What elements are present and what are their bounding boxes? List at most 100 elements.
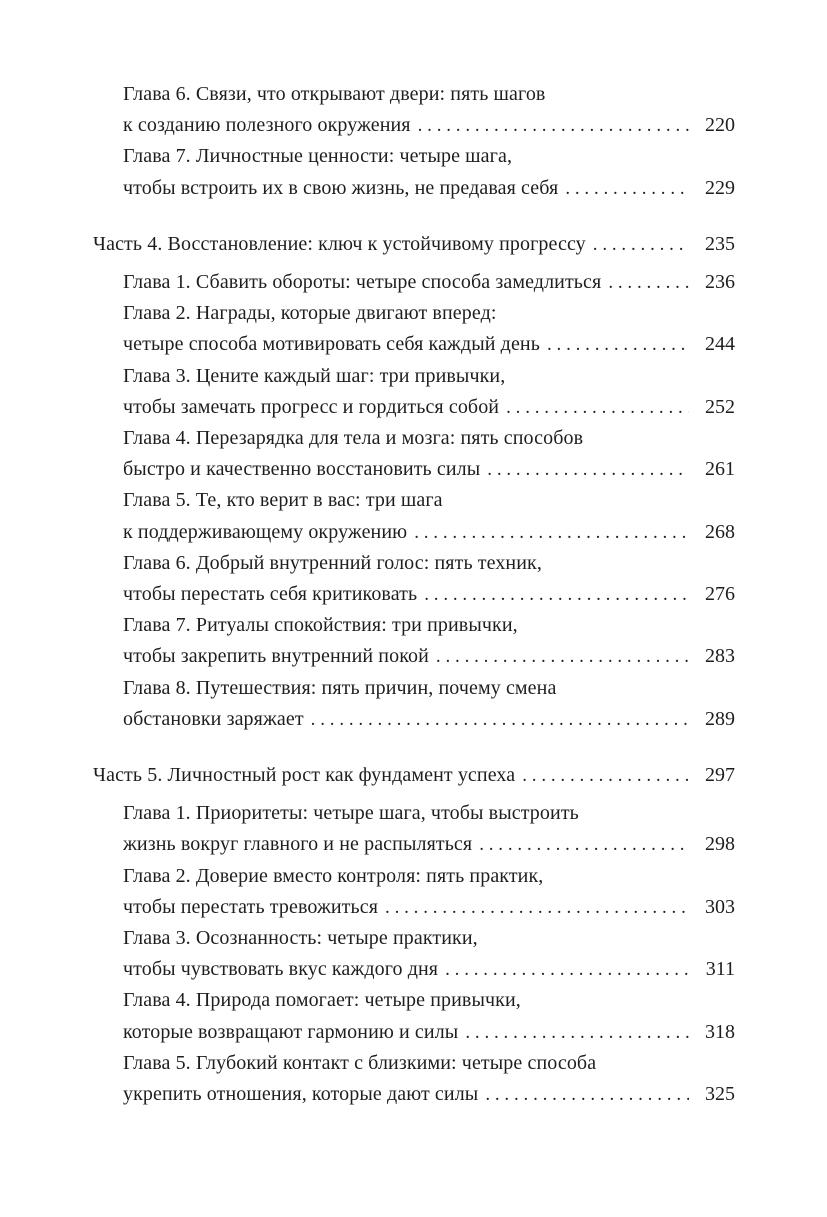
dot-leader: ........................................… xyxy=(310,708,689,730)
toc-line: Глава 6. Связи, что открывают двери: пят… xyxy=(123,79,735,110)
toc-line: к поддерживающему окружению.............… xyxy=(123,517,735,548)
dot-leader: ........................................… xyxy=(424,584,689,606)
toc-entry: Глава 6. Связи, что открывают двери: пят… xyxy=(93,79,735,141)
toc-entry-text: Глава 2. Доверие вместо контроля: пять п… xyxy=(123,864,544,887)
page-number: 261 xyxy=(705,458,735,481)
toc-line: чтобы чувствовать вкус каждого дня......… xyxy=(123,954,735,985)
toc-line: быстро и качественно восстановить силы..… xyxy=(123,454,735,485)
toc-line: жизнь вокруг главного и не распыляться..… xyxy=(123,829,735,860)
toc-entry: Глава 7. Ритуалы спокойствия: три привыч… xyxy=(93,610,735,672)
toc-line: Глава 1. Сбавить обороты: четыре способа… xyxy=(123,267,735,298)
page-number: 229 xyxy=(705,176,735,199)
toc-line: Глава 7. Личностные ценности: четыре шаг… xyxy=(123,141,735,172)
dot-leader: ........................................… xyxy=(522,765,689,787)
toc-entry: Глава 3. Цените каждый шаг: три привычки… xyxy=(93,361,735,423)
page-number: 298 xyxy=(705,833,735,856)
toc-line: Глава 4. Природа помогает: четыре привыч… xyxy=(123,985,735,1016)
page-number: 236 xyxy=(705,271,735,294)
toc-entry-text: Глава 6. Связи, что открывают двери: пят… xyxy=(123,83,546,105)
page-number: 268 xyxy=(705,520,735,543)
toc-entry-text: Глава 5. Те, кто верит в вас: три шага xyxy=(123,489,443,512)
page-number: 283 xyxy=(705,645,735,668)
dot-leader: ........................................… xyxy=(592,233,689,255)
page-number: 289 xyxy=(705,707,735,730)
toc-entry-text: Глава 4. Перезарядка для тела и мозга: п… xyxy=(123,427,584,450)
toc-line: обстановки заряжает.....................… xyxy=(123,704,735,735)
dot-leader: ........................................… xyxy=(465,1021,689,1043)
page-number: 252 xyxy=(705,395,735,418)
toc-section: Часть 4. Восстановление: ключ к устойчив… xyxy=(93,229,735,735)
toc-entry: Глава 2. Награды, которые двигают вперед… xyxy=(93,298,735,360)
toc-entry-text: Глава 2. Награды, которые двигают вперед… xyxy=(123,302,497,325)
dot-leader: ........................................… xyxy=(414,521,689,543)
toc-entry-text: к созданию полезного окружения xyxy=(123,114,411,137)
page-number: 297 xyxy=(705,764,735,787)
page-number: 311 xyxy=(705,958,735,981)
dot-leader: ........................................… xyxy=(565,177,689,199)
dot-leader: ........................................… xyxy=(417,115,689,137)
toc-entry: Глава 5. Глубокий контакт с близкими: че… xyxy=(93,1048,735,1110)
toc-entry: Глава 6. Добрый внутренний голос: пять т… xyxy=(93,548,735,610)
toc-line: укрепить отношения, которые дают силы...… xyxy=(123,1079,735,1110)
toc-entry: Глава 4. Природа помогает: четыре привыч… xyxy=(93,985,735,1047)
toc-line: Глава 6. Добрый внутренний голос: пять т… xyxy=(123,548,735,579)
toc-line: Часть 5. Личностный рост как фундамент у… xyxy=(93,760,735,791)
page-number: 220 xyxy=(705,114,735,137)
toc-entry: Часть 5. Личностный рост как фундамент у… xyxy=(93,760,735,791)
toc-entry-text: Часть 5. Личностный рост как фундамент у… xyxy=(93,764,516,787)
dot-leader: ........................................… xyxy=(385,896,689,918)
toc-entry-text: Глава 6. Добрый внутренний голос: пять т… xyxy=(123,551,542,574)
toc-entry-text: четыре способа мотивировать себя каждый … xyxy=(123,333,540,356)
toc-line: Глава 3. Цените каждый шаг: три привычки… xyxy=(123,361,735,392)
dot-leader: ........................................… xyxy=(546,334,689,356)
toc-entry-text: быстро и качественно восстановить силы xyxy=(123,458,481,481)
toc-line: Глава 3. Осознанность: четыре практики, xyxy=(123,923,735,954)
toc-line: Глава 5. Глубокий контакт с близкими: че… xyxy=(123,1048,735,1079)
toc-entry-text: к поддерживающему окружению xyxy=(123,520,408,543)
page-number: 325 xyxy=(705,1083,735,1106)
toc-line: Глава 7. Ритуалы спокойствия: три привыч… xyxy=(123,610,735,641)
toc-line: чтобы замечать прогресс и гордиться собо… xyxy=(123,392,735,423)
toc-entry-text: Глава 5. Глубокий контакт с близкими: че… xyxy=(123,1051,597,1074)
toc-entry-text: Глава 1. Сбавить обороты: четыре способа… xyxy=(123,271,602,294)
toc-entry-text: Глава 1. Приоритеты: четыре шага, чтобы … xyxy=(123,802,579,825)
toc-line: Глава 2. Награды, которые двигают вперед… xyxy=(123,298,735,329)
toc-entry-text: Глава 3. Цените каждый шаг: три привычки… xyxy=(123,364,506,387)
toc-entry-text: чтобы замечать прогресс и гордиться собо… xyxy=(123,395,500,418)
toc-entry-text: которые возвращают гармонию и силы xyxy=(123,1020,459,1043)
page-number: 276 xyxy=(705,583,735,606)
table-of-contents: Глава 6. Связи, что открывают двери: пят… xyxy=(93,79,735,1110)
toc-line: Глава 2. Доверие вместо контроля: пять п… xyxy=(123,861,735,892)
dot-leader: ........................................… xyxy=(487,459,689,481)
toc-entry-text: укрепить отношения, которые дают силы xyxy=(123,1083,479,1106)
toc-entry-text: чтобы чувствовать вкус каждого дня xyxy=(123,958,439,981)
dot-leader: ........................................… xyxy=(608,272,689,294)
page-number: 244 xyxy=(705,333,735,356)
toc-entry-text: обстановки заряжает xyxy=(123,707,304,730)
toc-entry: Часть 4. Восстановление: ключ к устойчив… xyxy=(93,229,735,260)
toc-entry-text: Глава 3. Осознанность: четыре практики, xyxy=(123,927,478,950)
toc-line: Глава 1. Приоритеты: четыре шага, чтобы … xyxy=(123,798,735,829)
toc-entry: Глава 7. Личностные ценности: четыре шаг… xyxy=(93,141,735,203)
toc-entry: Глава 8. Путешествия: пять причин, почем… xyxy=(93,673,735,735)
toc-entry: Глава 5. Те, кто верит в вас: три шага к … xyxy=(93,485,735,547)
toc-entry: Глава 3. Осознанность: четыре практики, ч… xyxy=(93,923,735,985)
page-number: 318 xyxy=(705,1020,735,1043)
toc-entry-text: Глава 7. Ритуалы спокойствия: три привыч… xyxy=(123,614,518,637)
toc-line: к созданию полезного окружения..........… xyxy=(123,110,735,141)
toc-entry-text: чтобы перестать тревожиться xyxy=(123,895,379,918)
toc-line: чтобы перестать себя критиковать........… xyxy=(123,579,735,610)
page-number: 235 xyxy=(705,232,735,255)
toc-entry: Глава 1. Приоритеты: четыре шага, чтобы … xyxy=(93,798,735,860)
dot-leader: ........................................… xyxy=(485,1084,689,1106)
toc-section: Часть 5. Личностный рост как фундамент у… xyxy=(93,760,735,1110)
toc-line: Часть 4. Восстановление: ключ к устойчив… xyxy=(93,229,735,260)
toc-line: четыре способа мотивировать себя каждый … xyxy=(123,329,735,360)
toc-entry: Глава 1. Сбавить обороты: четыре способа… xyxy=(93,267,735,298)
toc-entry-text: Глава 8. Путешествия: пять причин, почем… xyxy=(123,676,557,699)
toc-entry: Глава 4. Перезарядка для тела и мозга: п… xyxy=(93,423,735,485)
toc-line: Глава 5. Те, кто верит в вас: три шага xyxy=(123,485,735,516)
toc-line: чтобы перестать тревожиться.............… xyxy=(123,892,735,923)
toc-entry-text: Глава 7. Личностные ценности: четыре шаг… xyxy=(123,145,513,168)
